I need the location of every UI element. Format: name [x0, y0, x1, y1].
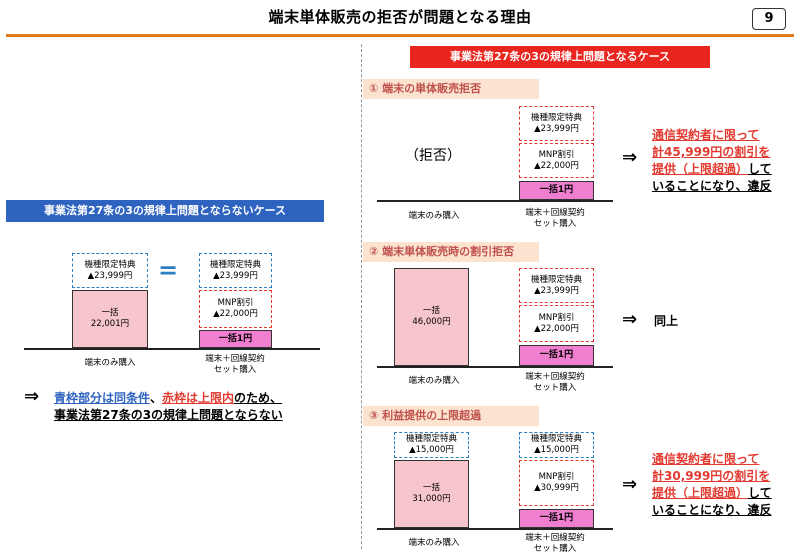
- case3-result-line3: 提供（上限超過）して: [652, 485, 798, 502]
- case3-box-model-limited-right: 機種限定特典 ▲15,000円: [519, 432, 594, 458]
- left-ground-line: [24, 348, 320, 350]
- page-number: 9: [752, 8, 786, 30]
- case2-arrow: ⇒: [622, 309, 638, 330]
- case3-result-line2: 計30,999円の割引を: [652, 469, 771, 483]
- page-title: 端末単体販売の拒否が問題となる理由: [268, 8, 532, 26]
- case3-ground-line: [377, 528, 613, 530]
- case2-result: 同上: [654, 314, 679, 328]
- left-caption-device-only: 端末のみ購入: [84, 358, 136, 368]
- left-conclusion-line2: 事業法第27条の3の規律上問題とならない: [54, 407, 354, 423]
- case3-box-model-limited-left: 機種限定特典 ▲15,000円: [394, 432, 469, 458]
- left-box-lump-sum: 一括 22,001円: [72, 290, 148, 348]
- case3-result-red3: 提供（上限超過）: [652, 486, 749, 500]
- case2-ground-line: [377, 366, 613, 368]
- case1-heading: ① 端末の単体販売拒否: [363, 79, 539, 99]
- conclusion-red-text: 赤枠は上限内: [162, 391, 235, 405]
- case1-result-line4: いることになり、違反: [652, 179, 772, 193]
- column-divider: [361, 44, 362, 549]
- left-box-mnp-discount: MNP割引 ▲22,000円: [199, 290, 272, 328]
- left-caption-set: 端末＋回線契約 セット購入: [205, 354, 265, 375]
- case3-arrow: ⇒: [622, 474, 638, 495]
- left-box-model-limited-set: 機種限定特典 ▲23,999円: [199, 253, 272, 288]
- case3-caption-set: 端末＋回線契約 セット購入: [525, 533, 585, 554]
- case1-result: 通信契約者に限って 計45,999円の割引を 提供（上限超過）して いることにな…: [652, 127, 798, 195]
- left-conclusion-line1: 青枠部分は同条件、赤枠は上限内のため、: [54, 390, 354, 406]
- conclusion-blue-text: 青枠部分は同条件: [54, 391, 151, 405]
- case3-heading: ③ 利益提供の上限超過: [363, 406, 539, 426]
- right-banner: 事業法第27条の3の規律上問題となるケース: [410, 46, 710, 68]
- case3-result: 通信契約者に限って 計30,999円の割引を 提供（上限超過）して いることにな…: [652, 451, 798, 519]
- case2-box-mnp: MNP割引 ▲22,000円: [519, 305, 594, 342]
- equal-sign: =: [158, 256, 179, 284]
- left-banner: 事業法第27条の3の規律上問題とならないケース: [6, 200, 324, 222]
- case2-heading: ② 端末単体販売時の割引拒否: [363, 242, 539, 262]
- case2-box-model-limited: 機種限定特典 ▲23,999円: [519, 268, 594, 303]
- case1-box-mnp: MNP割引 ▲22,000円: [519, 143, 594, 178]
- case1-box-model-limited: 機種限定特典 ▲23,999円: [519, 106, 594, 141]
- case1-result-line1: 通信契約者に限って: [652, 128, 760, 142]
- case3-box-mnp: MNP割引 ▲30,999円: [519, 460, 594, 506]
- case1-caption-device-only: 端末のみ購入: [408, 211, 460, 221]
- case2-caption-set: 端末＋回線契約 セット購入: [525, 372, 585, 393]
- case3-result-black3: して: [748, 486, 772, 500]
- case1-result-line2: 計45,999円の割引を: [652, 145, 771, 159]
- left-conclusion-arrow: ⇒: [24, 386, 40, 407]
- case3-result-line4: いることになり、違反: [652, 503, 772, 517]
- left-box-model-limited: 機種限定特典 ▲23,999円: [72, 253, 148, 288]
- conclusion-line2-text: 事業法第27条の3の規律上問題とならない: [54, 408, 283, 422]
- case1-caption-set: 端末＋回線契約 セット購入: [525, 208, 585, 229]
- case3-caption-device-only: 端末のみ購入: [408, 538, 460, 548]
- case3-box-one-yen: 一括1円: [519, 509, 594, 528]
- case2-box-one-yen: 一括1円: [519, 345, 594, 366]
- case3-box-lump-sum: 一括 31,000円: [394, 460, 469, 528]
- case3-result-line1: 通信契約者に限って: [652, 452, 760, 466]
- case1-box-one-yen: 一括1円: [519, 181, 594, 200]
- case2-box-lump-sum: 一括 46,000円: [394, 268, 469, 366]
- case1-kyohi: （拒否）: [405, 148, 461, 164]
- case1-result-black3: して: [748, 162, 772, 176]
- header-rule: [6, 34, 794, 37]
- case1-ground-line: [377, 200, 613, 202]
- conclusion-comma: 、: [150, 391, 163, 405]
- case1-result-red3: 提供（上限超過）: [652, 162, 749, 176]
- left-box-one-yen: 一括1円: [199, 330, 272, 348]
- case2-caption-device-only: 端末のみ購入: [408, 376, 460, 386]
- case1-arrow: ⇒: [622, 147, 638, 168]
- conclusion-tail: のため、: [234, 391, 283, 405]
- case1-result-line3: 提供（上限超過）して: [652, 161, 798, 178]
